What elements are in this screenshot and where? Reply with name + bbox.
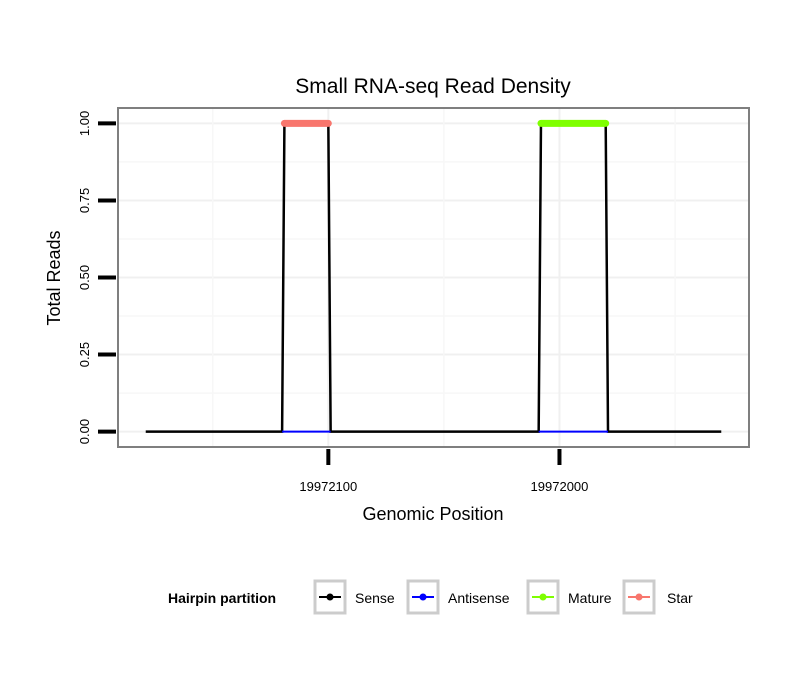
legend-label-star: Star [667, 590, 693, 606]
legend-key-point [635, 593, 643, 601]
series-sense-line [145, 122, 722, 433]
legend: Hairpin partition Sense Antisense Mature St… [168, 579, 693, 615]
x-tick-label: 19972100 [299, 479, 357, 494]
legend-title: Hairpin partition [168, 590, 276, 606]
x-tick-label: 19972000 [531, 479, 589, 494]
y-tick-label: 0.00 [77, 419, 92, 444]
series-lines [145, 119, 722, 433]
plot-panel-border [117, 107, 750, 448]
legend-key-point [539, 593, 547, 601]
legend-key-point [326, 593, 334, 601]
legend-label-mature: Mature [568, 590, 612, 606]
grid [118, 108, 749, 447]
legend-label-sense: Sense [355, 590, 395, 606]
y-axis: 0.00 0.25 0.50 0.75 1.00 [77, 111, 116, 444]
y-tick-label: 0.50 [77, 265, 92, 290]
x-axis: 19972100 19972000 [299, 449, 588, 494]
y-axis-label: Total Reads [44, 230, 64, 325]
legend-label-antisense: Antisense [448, 590, 510, 606]
chart-title: Small RNA-seq Read Density [295, 75, 571, 98]
legend-key-point [419, 593, 427, 601]
y-tick-label: 1.00 [77, 111, 92, 136]
y-tick-label: 0.75 [77, 188, 92, 213]
y-tick-label: 0.25 [77, 342, 92, 367]
x-axis-label: Genomic Position [362, 504, 503, 524]
